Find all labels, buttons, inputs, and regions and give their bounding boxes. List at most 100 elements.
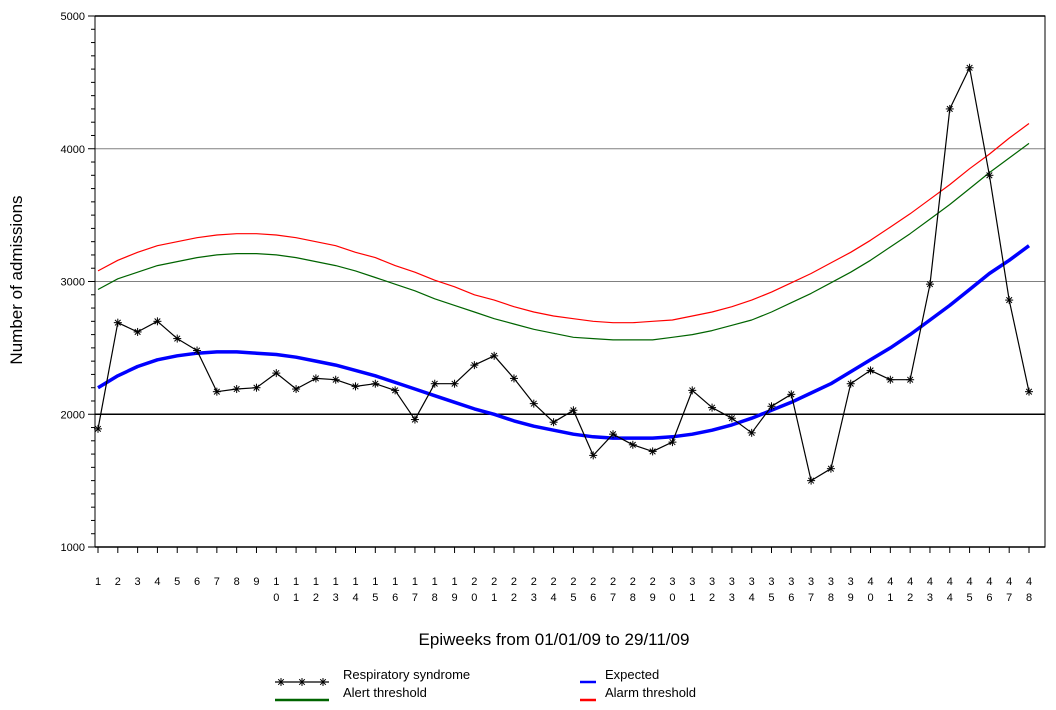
y-tick-label: 5000 [61,11,85,23]
x-tick-label: 3 [709,576,715,588]
x-tick-label: 2 [590,576,596,588]
data-point [351,382,360,391]
x-tick-label: 3 [828,576,834,588]
legend-item-alert-threshold: Alert threshold [275,685,427,702]
data-point [331,375,340,384]
series-line [97,123,1030,324]
y-axis: 1000 2000 3000 4000 5000 [61,11,95,554]
data-point [648,447,657,456]
x-tick-label-line2: 7 [610,592,616,604]
x-tick-label: 1 [352,576,358,588]
x-tick-label: 2 [531,576,537,588]
x-tick-label: 3 [808,576,814,588]
legend-label: Alert threshold [343,685,427,700]
series-line [97,142,1030,341]
data-point [826,464,835,473]
x-tick-label: 2 [491,576,497,588]
x-tick-label: 4 [887,576,893,588]
x-tick-label-line2: 5 [967,592,973,604]
data-point [509,374,518,383]
x-tick-label: 2 [551,576,557,588]
data-point [688,386,697,395]
data-point [391,386,400,395]
data-point [277,678,285,686]
x-tick-label-line2: 7 [808,592,814,604]
x-tick-label: 2 [511,576,517,588]
x-tick-label: 4 [947,576,953,588]
x-tick-label: 3 [135,576,141,588]
x-axis-title: Epiweeks from 01/01/09 to 29/11/09 [419,630,690,649]
y-tick-label: 2000 [61,409,85,421]
y-axis-title: Number of admissions [7,195,26,364]
x-tick-label: 2 [610,576,616,588]
x-tick-label-line2: 7 [1006,592,1012,604]
legend-item-alarm-threshold: Alarm threshold [580,685,696,702]
data-point [866,366,875,375]
data-point [193,346,202,355]
data-point [985,171,994,180]
x-tick-label-line2: 4 [352,592,358,604]
x-tick-label-line2: 6 [986,592,992,604]
y-tick-label: 4000 [61,144,85,156]
x-tick-label-line2: 8 [1026,592,1032,604]
data-point [668,438,677,447]
data-point [965,63,974,72]
data-point [549,418,558,427]
x-tick-label-line2: 9 [451,592,457,604]
data-point [747,428,756,437]
data-point [292,385,301,394]
legend-label: Expected [605,667,659,682]
x-tick-label: 4 [1006,576,1012,588]
x-tick-label-line2: 1 [689,592,695,604]
series-alarm-threshold [97,123,1030,324]
gridlines [95,15,1045,548]
data-point [569,406,578,415]
x-tick-label-line2: 2 [313,592,319,604]
x-tick-label-line2: 4 [551,592,557,604]
x-tick-label-line2: 6 [788,592,794,604]
data-point [589,451,598,460]
series-line [97,67,1030,482]
x-tick-label: 4 [967,576,973,588]
legend-item-respiratory-syndrome: Respiratory syndrome [275,667,470,686]
data-point [232,385,241,394]
data-point [319,678,327,686]
data-point [450,379,459,388]
data-point [371,379,380,388]
data-point [708,403,717,412]
x-tick-label: 6 [194,576,200,588]
x-tick-label-line2: 2 [709,592,715,604]
x-tick-label: 1 [451,576,457,588]
x-tick-label: 8 [234,576,240,588]
data-point [906,375,915,384]
data-point [272,369,281,378]
x-tick-label-line2: 2 [907,592,913,604]
x-tick-label: 1 [432,576,438,588]
x-tick-label-line2: 1 [491,592,497,604]
data-point [727,414,736,423]
data-point [609,430,618,439]
x-tick-label: 3 [788,576,794,588]
data-point [153,317,162,326]
y-tick-label: 3000 [61,277,85,289]
x-tick-label-line2: 0 [471,592,477,604]
data-point [490,351,499,360]
x-tick-label-line2: 5 [372,592,378,604]
data-point [252,383,261,392]
data-point [529,399,538,408]
x-tick-label: 2 [650,576,656,588]
x-tick-label: 1 [412,576,418,588]
x-tick-label-line2: 0 [273,592,279,604]
x-tick-label-line2: 4 [947,592,953,604]
x-tick-label-line2: 3 [729,592,735,604]
x-tick-label: 3 [729,576,735,588]
x-tick-label-line2: 2 [511,592,517,604]
x-tick-label: 5 [174,576,180,588]
data-point [173,334,182,343]
x-tick-label: 3 [749,576,755,588]
legend: Respiratory syndrome Expected Alert thresh… [275,667,696,702]
data-point [298,678,306,686]
x-axis: 1 2 3 4 5 6 7 8 9 1011121314151617181920212223242… [95,547,1032,604]
x-tick-label-line2: 6 [590,592,596,604]
